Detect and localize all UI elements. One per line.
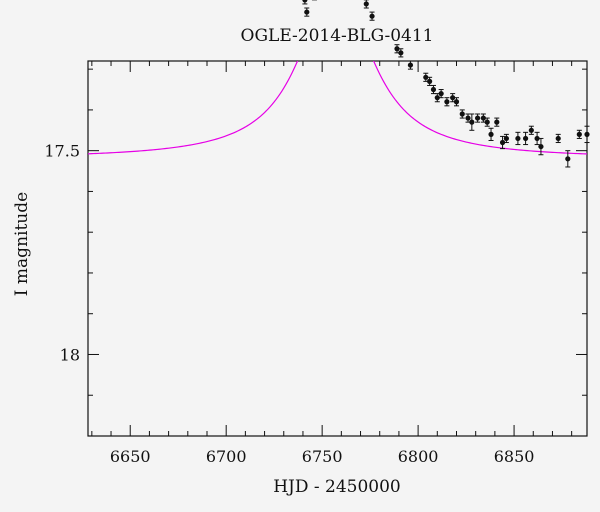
data-point xyxy=(302,0,308,3)
chart-title: OGLE-2014-BLG-0411 xyxy=(241,26,434,46)
data-point xyxy=(398,50,404,56)
data-point xyxy=(584,131,590,137)
x-tick-label: 6850 xyxy=(494,447,535,466)
data-point xyxy=(522,135,529,142)
data-point xyxy=(538,143,544,150)
data-point xyxy=(469,119,475,125)
data-point xyxy=(484,119,490,125)
y-tick-label: 17.5 xyxy=(44,142,80,161)
data-point xyxy=(475,115,481,121)
data-point xyxy=(503,135,509,142)
data-point xyxy=(407,62,414,68)
data-point xyxy=(534,135,540,142)
data-point xyxy=(480,115,486,121)
data-point xyxy=(528,127,534,133)
data-point xyxy=(369,13,375,19)
data-point xyxy=(494,119,500,125)
data-point xyxy=(444,99,450,105)
x-tick-label: 6650 xyxy=(110,447,151,466)
y-axis-label: I magnitude xyxy=(12,192,32,296)
data-point xyxy=(423,74,429,80)
x-axis-label: HJD - 2450000 xyxy=(273,477,401,497)
data-point xyxy=(499,139,506,146)
data-point xyxy=(488,131,494,137)
x-tick-label: 6800 xyxy=(398,447,439,466)
data-point xyxy=(459,111,465,117)
data-point xyxy=(565,156,571,162)
model-curve xyxy=(88,61,587,155)
data-point xyxy=(363,1,369,7)
data-point xyxy=(438,91,444,97)
data-point xyxy=(304,9,310,15)
x-tick-label: 6750 xyxy=(302,447,343,466)
data-point xyxy=(430,86,437,93)
data-point xyxy=(515,135,521,142)
data-point xyxy=(427,78,433,84)
x-tick-label: 6700 xyxy=(206,447,247,466)
data-point xyxy=(576,131,582,137)
data-point xyxy=(450,95,456,101)
data-point xyxy=(394,46,400,52)
data-point xyxy=(453,99,460,105)
y-tick-label: 18 xyxy=(60,345,80,364)
data-point xyxy=(555,135,561,142)
plot-frame xyxy=(87,60,588,437)
plot-area: 665067006750680068501717.518 xyxy=(44,0,590,466)
data-point xyxy=(465,115,471,121)
data-point xyxy=(434,95,440,101)
